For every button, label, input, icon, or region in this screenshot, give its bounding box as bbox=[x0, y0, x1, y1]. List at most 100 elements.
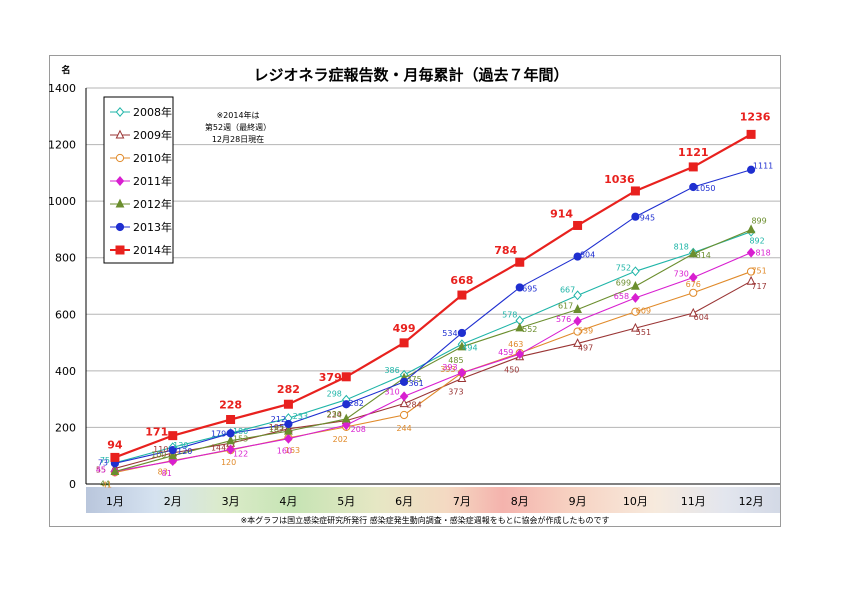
data-point bbox=[283, 399, 293, 409]
data-label: 233 bbox=[293, 412, 308, 421]
legend-label: 2010年 bbox=[133, 151, 172, 165]
data-point bbox=[284, 433, 293, 444]
x-tick-label: 4月 bbox=[279, 495, 297, 508]
data-label: 1036 bbox=[604, 173, 635, 186]
x-tick-label: 1月 bbox=[106, 495, 124, 508]
data-point bbox=[457, 290, 467, 300]
x-tick-label: 12月 bbox=[739, 495, 764, 508]
data-label: 818 bbox=[674, 243, 689, 252]
x-axis-ticks: 1月 2月 3月 4月 5月 6月 7月 8月 9月 10月 11月 12月 bbox=[106, 495, 764, 508]
data-point bbox=[573, 220, 583, 230]
data-label: 617 bbox=[558, 301, 573, 310]
data-label: 386 bbox=[384, 366, 399, 375]
data-label: 818 bbox=[755, 249, 770, 258]
data-point bbox=[115, 245, 125, 255]
data-label: 945 bbox=[640, 214, 655, 223]
series-2009年 bbox=[110, 275, 756, 472]
y-tick-label: 800 bbox=[55, 252, 76, 265]
data-point bbox=[630, 186, 640, 196]
data-label: 459 bbox=[498, 348, 513, 357]
data-point bbox=[115, 198, 125, 208]
data-point bbox=[226, 415, 236, 425]
data-point bbox=[573, 304, 582, 313]
series-2008年 bbox=[110, 226, 756, 468]
data-point bbox=[226, 444, 235, 455]
data-point bbox=[688, 307, 698, 317]
legend-item: 2013年 bbox=[110, 220, 172, 234]
data-point bbox=[746, 165, 756, 174]
series-2013年 bbox=[110, 165, 756, 468]
data-point bbox=[226, 435, 235, 445]
data-label: 375 bbox=[406, 375, 421, 384]
x-tick-label: 7月 bbox=[453, 495, 471, 508]
data-label: 373 bbox=[448, 387, 463, 396]
legend-label: 2013年 bbox=[133, 220, 172, 234]
data-label: 94 bbox=[107, 438, 123, 451]
data-point bbox=[688, 248, 698, 258]
y-tick-label: 1000 bbox=[48, 195, 76, 208]
data-label: 695 bbox=[522, 284, 537, 293]
data-point bbox=[115, 222, 125, 232]
data-label: 180 bbox=[233, 427, 248, 436]
data-point bbox=[226, 429, 235, 438]
x-tick-label: 10月 bbox=[623, 495, 648, 508]
data-label: 609 bbox=[636, 307, 651, 316]
series-2010年 bbox=[110, 267, 756, 477]
data-point bbox=[515, 283, 524, 292]
data-label: 100 bbox=[151, 451, 166, 460]
y-tick-label: 600 bbox=[55, 308, 76, 321]
data-label: 717 bbox=[751, 282, 766, 291]
data-point bbox=[110, 452, 120, 462]
data-label: 814 bbox=[696, 251, 711, 260]
data-label: 45 bbox=[96, 465, 106, 474]
data-label: 75 bbox=[100, 456, 110, 465]
data-point bbox=[746, 224, 756, 234]
legend-label: 2014年 bbox=[133, 243, 172, 257]
data-point bbox=[168, 450, 178, 460]
data-point bbox=[168, 431, 178, 441]
data-label: 393 bbox=[442, 363, 457, 372]
y-tick-label: 1200 bbox=[48, 139, 76, 152]
data-point bbox=[342, 400, 351, 409]
data-point bbox=[573, 290, 582, 301]
series-2014年 bbox=[110, 129, 756, 462]
data-label: 914 bbox=[550, 207, 573, 220]
data-point bbox=[515, 322, 525, 332]
data-label: 784 bbox=[494, 244, 517, 257]
legend: 2008年 2009年 2010年 2011年 2012年 2013年 2014年 bbox=[103, 96, 174, 264]
data-point bbox=[399, 338, 409, 348]
data-label: 171 bbox=[145, 426, 168, 439]
x-tick-label: 5月 bbox=[337, 495, 355, 508]
series-line bbox=[114, 229, 752, 473]
data-label: 463 bbox=[508, 340, 523, 349]
gridlines bbox=[85, 87, 780, 485]
x-tick-label: 11月 bbox=[681, 495, 706, 508]
legend-label: 2008年 bbox=[133, 105, 172, 119]
x-tick-label: 6月 bbox=[395, 495, 413, 508]
data-label: 83 bbox=[158, 468, 168, 477]
data-label: 551 bbox=[636, 328, 651, 337]
data-label: 244 bbox=[396, 424, 411, 433]
legend-item: 2011年 bbox=[110, 174, 172, 188]
data-point bbox=[399, 398, 409, 408]
data-label: 282 bbox=[277, 383, 300, 396]
data-label: 730 bbox=[674, 270, 689, 279]
data-point bbox=[457, 328, 467, 338]
data-point bbox=[341, 420, 351, 431]
data-label: 1050 bbox=[695, 184, 715, 193]
chart-footnote: ※本グラフは国立感染症研究所発行 感染症発生動向調査・感染症週報をもとに協会が作… bbox=[240, 515, 609, 525]
data-label: 485 bbox=[448, 356, 463, 365]
data-point bbox=[457, 373, 467, 382]
data-label: 163 bbox=[285, 446, 300, 455]
legend-item: 2010年 bbox=[110, 151, 172, 165]
data-label: 804 bbox=[580, 251, 595, 260]
data-point bbox=[573, 316, 582, 327]
data-point bbox=[746, 267, 756, 276]
data-point bbox=[515, 257, 525, 267]
data-label: 208 bbox=[351, 425, 366, 434]
data-label: 539 bbox=[578, 327, 593, 336]
legend-box bbox=[103, 96, 174, 264]
data-point bbox=[746, 247, 756, 258]
data-label: 44 bbox=[100, 480, 110, 489]
